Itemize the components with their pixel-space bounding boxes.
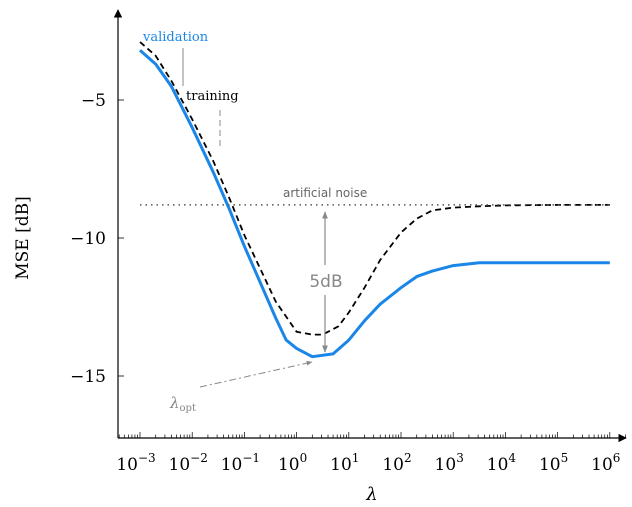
x-tick-base: 10: [487, 455, 509, 475]
x-tick-power: 5: [561, 451, 569, 465]
x-tick-label: 10−1: [221, 451, 260, 475]
lambda-opt-subscript: opt: [180, 403, 196, 414]
lambda-opt-symbol: λ: [169, 394, 180, 412]
x-tick-base: 10: [169, 455, 191, 475]
x-tick-base: 10: [278, 455, 300, 475]
y-axis-label: MSE [dB]: [13, 196, 33, 280]
gap-label: 5dB: [309, 272, 342, 292]
x-tick-base: 10: [539, 455, 561, 475]
x-tick-base: 10: [591, 455, 613, 475]
x-tick-base: 10: [435, 455, 457, 475]
series-line-validation: [139, 49, 610, 359]
x-tick-power: 1: [352, 451, 360, 465]
series-layer: [139, 41, 610, 359]
x-tick-label: 102: [382, 451, 411, 475]
x-tick-label: 10−2: [169, 451, 208, 475]
x-tick-power: −3: [138, 451, 156, 465]
x-tick-base: 10: [330, 455, 352, 475]
x-axis-label: λ: [365, 484, 377, 505]
opt-arrow: [199, 360, 313, 388]
x-tick-label: 101: [330, 451, 359, 475]
x-tick-label: 106: [591, 451, 620, 475]
lambda-opt-label: λopt: [169, 394, 196, 414]
x-tick-label: 104: [487, 451, 517, 475]
x-tick-power: −2: [190, 451, 208, 465]
y-tick-label: −5: [81, 91, 106, 111]
x-tick-power: 0: [300, 451, 308, 465]
x-tick-power: 2: [404, 451, 412, 465]
series-line-training: [139, 41, 610, 336]
x-tick-power: 6: [613, 451, 621, 465]
validation-series-label: validation: [142, 30, 209, 45]
x-tick-base: 10: [116, 455, 138, 475]
x-tick-label: 10−3: [116, 451, 155, 475]
x-tick-base: 10: [382, 455, 404, 475]
tick-layer: 10−3 10−2 10−1 100 101 102 103 104 105 106−5−10−1…: [70, 91, 626, 475]
x-tick-base: 10: [221, 455, 243, 475]
x-tick-label: 103: [435, 451, 464, 475]
x-tick-power: 3: [456, 451, 464, 465]
x-tick-power: 4: [508, 451, 516, 465]
x-tick-power: −1: [242, 451, 260, 465]
artificial-noise-label: artificial noise: [283, 186, 367, 200]
y-tick-label: −15: [70, 367, 106, 387]
y-tick-label: −10: [70, 229, 106, 249]
x-tick-label: 105: [539, 451, 568, 475]
training-series-label: training: [186, 89, 239, 104]
x-tick-label: 100: [278, 451, 307, 475]
